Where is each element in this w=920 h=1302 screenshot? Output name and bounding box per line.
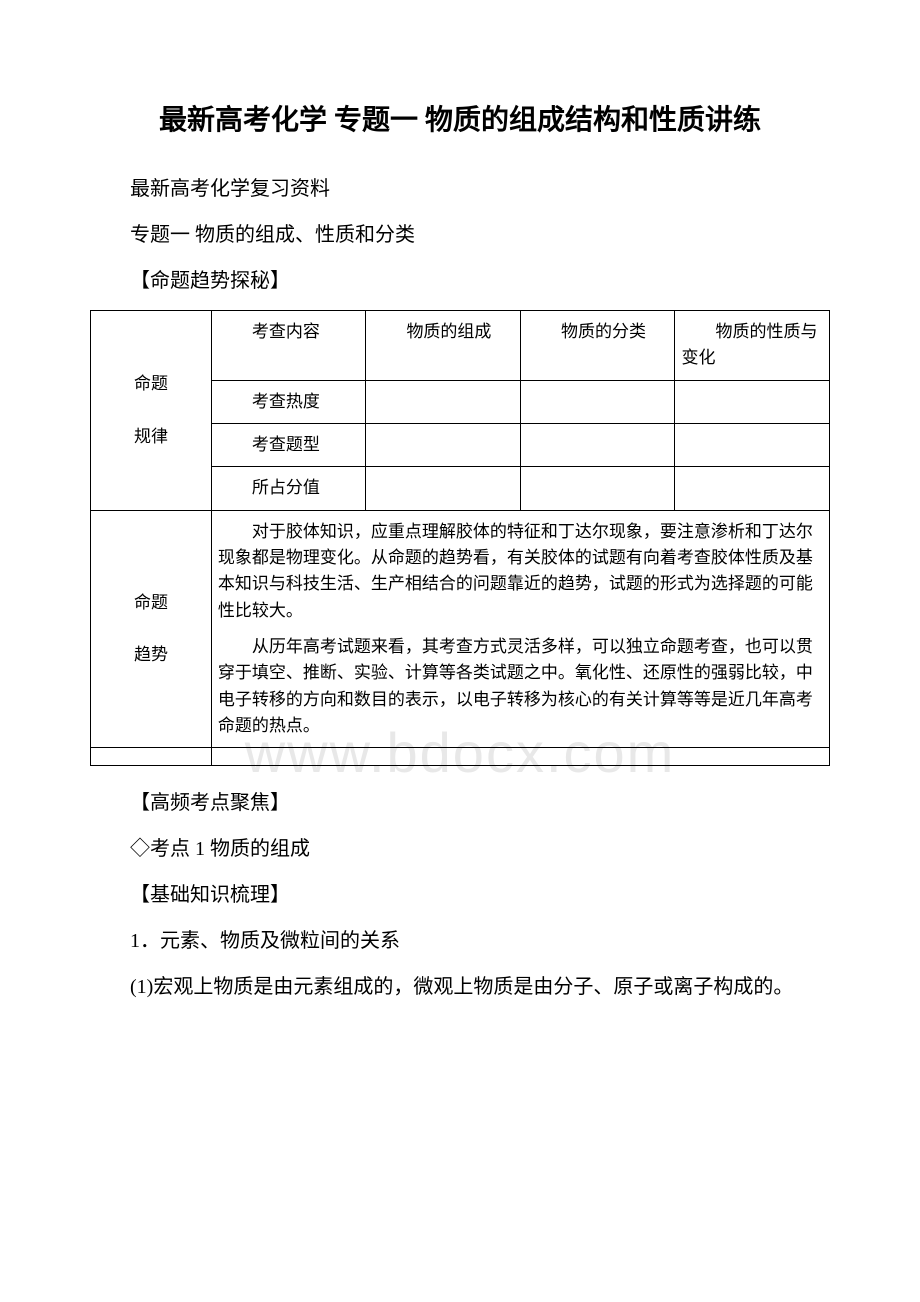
cell-type-label: 考查题型 xyxy=(211,424,366,467)
after-p5: (1)宏观上物质是由元素组成的，微观上物质是由分子、原子或离子构成的。 xyxy=(90,968,830,1006)
after-p3: 【基础知识梳理】 xyxy=(90,876,830,914)
page-title: 最新高考化学 专题一 物质的组成结构和性质讲练 xyxy=(90,100,830,142)
intro-line-3: 【命题趋势探秘】 xyxy=(90,262,830,300)
trend-table: 命题 规律 考查内容 物质的组成 物质的分类 物质的性质与变化 考查热度 考查题… xyxy=(90,310,830,766)
cell-empty xyxy=(91,748,212,766)
after-p2: ◇考点 1 物质的组成 xyxy=(90,830,830,868)
trend-paragraph-1: 对于胶体知识，应重点理解胶体的特征和丁达尔现象，要注意渗析和丁达尔现象都是物理变… xyxy=(218,519,823,624)
table-row: 命题 趋势 对于胶体知识，应重点理解胶体的特征和丁达尔现象，要注意渗析和丁达尔现… xyxy=(91,510,830,748)
row-label-trend: 命题 趋势 xyxy=(91,510,212,748)
after-p4: 1．元素、物质及微粒间的关系 xyxy=(90,922,830,960)
table-row: 命题 规律 考查内容 物质的组成 物质的分类 物质的性质与变化 xyxy=(91,311,830,381)
cell-empty xyxy=(675,467,830,510)
cell-heat-label: 考查热度 xyxy=(211,380,366,423)
intro-line-1: 最新高考化学复习资料 xyxy=(90,170,830,208)
cell-empty xyxy=(675,424,830,467)
row-label-rules: 命题 规律 xyxy=(91,311,212,511)
header-classification: 物质的分类 xyxy=(520,311,675,381)
trend-paragraph-2: 从历年高考试题来看，其考查方式灵活多样，可以独立命题考查，也可以贯穿于填空、推断… xyxy=(218,634,823,739)
cell-empty xyxy=(520,424,675,467)
header-composition: 物质的组成 xyxy=(366,311,521,381)
cell-empty xyxy=(520,380,675,423)
cell-empty xyxy=(366,380,521,423)
cell-score-label: 所占分值 xyxy=(211,467,366,510)
table-row xyxy=(91,748,830,766)
header-property: 物质的性质与变化 xyxy=(675,311,830,381)
cell-empty xyxy=(211,748,829,766)
after-p1: 【高频考点聚焦】 xyxy=(90,784,830,822)
intro-line-2: 专题一 物质的组成、性质和分类 xyxy=(90,216,830,254)
header-content: 考查内容 xyxy=(211,311,366,381)
cell-empty xyxy=(675,380,830,423)
cell-empty xyxy=(366,467,521,510)
cell-empty xyxy=(520,467,675,510)
cell-empty xyxy=(366,424,521,467)
trend-cell: 对于胶体知识，应重点理解胶体的特征和丁达尔现象，要注意渗析和丁达尔现象都是物理变… xyxy=(211,510,829,748)
